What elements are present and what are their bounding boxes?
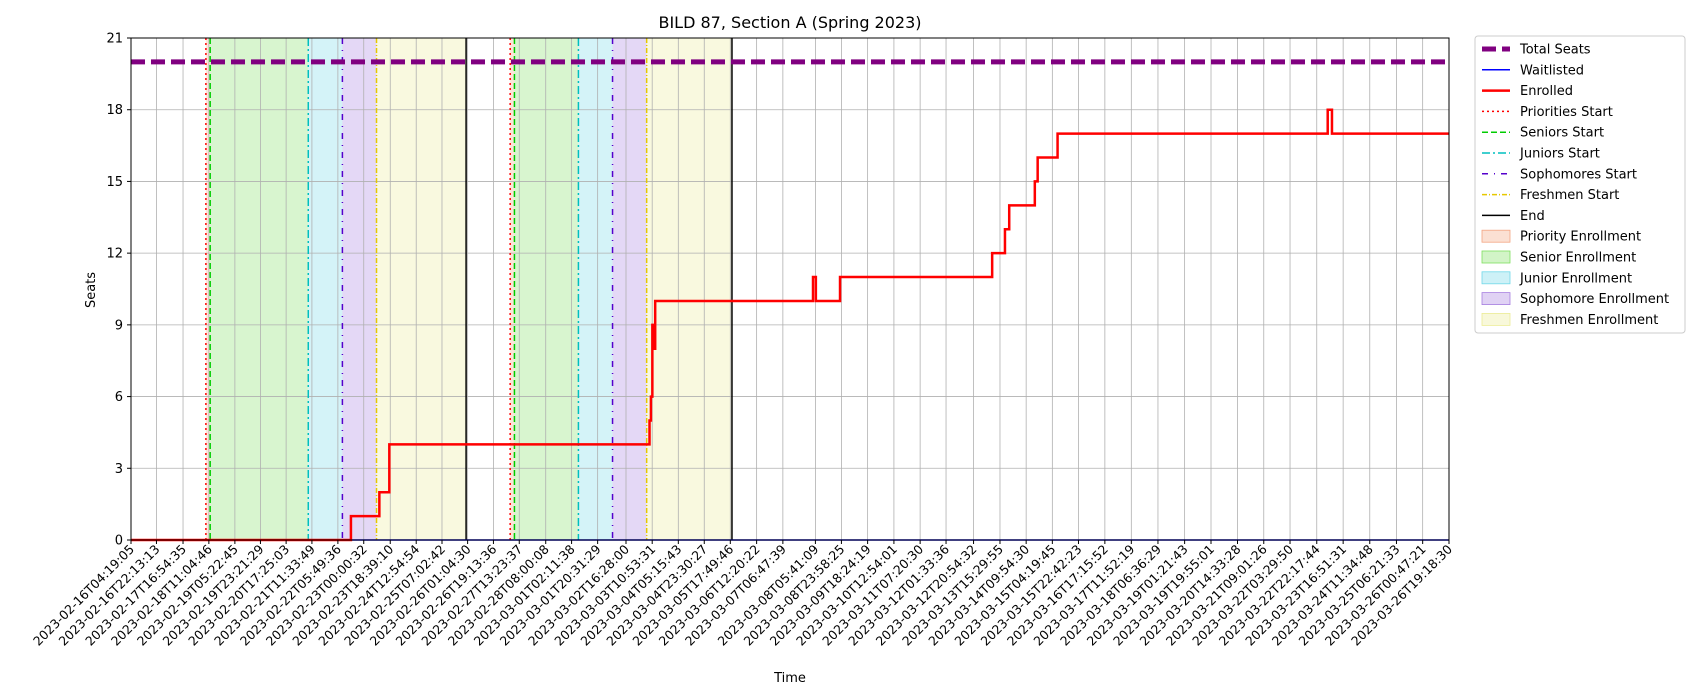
freshmen-enrollment-band-2 [646,38,732,540]
legend-swatch [1481,229,1511,243]
x-axis-ticks: 2023-02-16T04:19:052023-02-16T22:13:1320… [30,540,1455,649]
enrolled-line [131,108,1449,542]
legend-label: Juniors Start [1519,147,1600,162]
legend-label: Priority Enrollment [1520,230,1641,245]
y-tick-label: 15 [106,175,123,190]
legend-label: Total Seats [1519,43,1591,58]
chart-title: BILD 87, Section A (Spring 2023) [658,13,921,32]
legend-label: Waitlisted [1520,63,1584,78]
plot-frame [130,37,1450,541]
y-tick-label: 21 [106,32,123,47]
legend-swatch [1481,312,1511,326]
y-axis-label: Seats [84,272,99,308]
y-axis-ticks: 0 3 6 9 12 15 18 21 [106,32,131,549]
legend-label: Sophomore Enrollment [1520,292,1669,307]
legend-label: Senior Enrollment [1520,251,1636,266]
legend-label: Freshmen Start [1520,188,1619,203]
freshmen-enrollment-band-1 [376,38,467,540]
sophomore-enrollment-band-1 [342,38,377,540]
junior-enrollment-band-2 [578,38,613,540]
y-tick-label: 9 [115,318,123,333]
legend-label: Seniors Start [1520,126,1604,141]
y-tick-label: 12 [106,247,123,262]
legend-swatch [1481,271,1511,285]
priority-enrollment-band-2 [510,38,515,540]
senior-enrollment-band-1 [210,38,309,540]
legend-swatch [1481,292,1511,306]
legend-label: Freshmen Enrollment [1520,313,1658,328]
phase-start-lines [205,38,733,540]
senior-enrollment-band-2 [514,38,579,540]
y-tick-label: 6 [115,390,123,405]
legend-label: End [1520,209,1545,224]
legend-label: Enrolled [1520,84,1573,99]
legend: Total Seats Waitlisted Enrolled Priorities … [1474,35,1686,334]
y-tick-label: 18 [106,103,123,118]
y-tick-label: 3 [115,462,123,477]
enrollment-period-shading [205,38,732,540]
legend-label: Sophomores Start [1520,167,1637,182]
legend-label: Junior Enrollment [1519,271,1632,286]
legend-label: Priorities Start [1520,105,1613,120]
legend-swatch [1481,250,1511,264]
x-axis-label: Time [773,671,806,686]
legend-frame [1474,35,1686,334]
priority-enrollment-band-1 [205,38,211,540]
y-tick-label: 0 [115,534,123,549]
junior-enrollment-band-1 [308,38,343,540]
sophomore-enrollment-band-2 [612,38,647,540]
